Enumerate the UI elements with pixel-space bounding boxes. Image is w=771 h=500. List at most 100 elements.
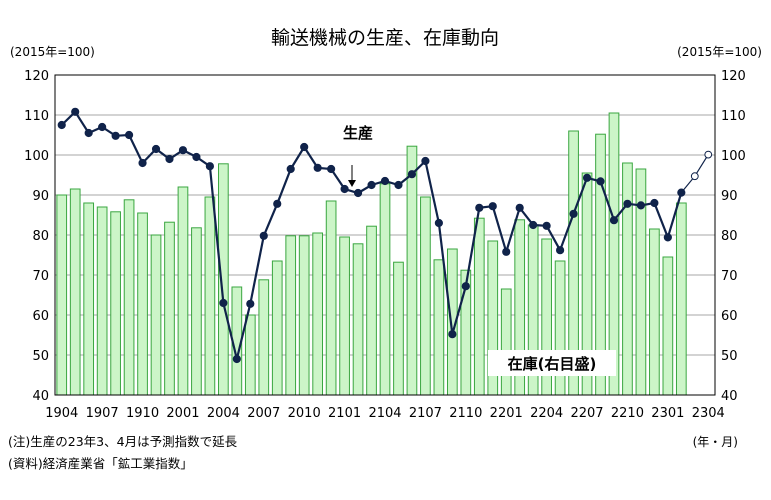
right-ytick-label: 110: [721, 109, 746, 124]
production-point: [246, 299, 255, 308]
xtick-label: 2004: [207, 406, 240, 421]
xtick-label: 1907: [86, 406, 119, 421]
inventory-bar: [56, 194, 68, 396]
left-y-axis-labels: 40 50 60 70 80 90 100 110 120: [24, 69, 49, 404]
right-ytick-label: 80: [721, 229, 738, 244]
production-label: 生産: [343, 124, 373, 187]
left-ytick-label: 70: [32, 269, 49, 284]
inventory-bar: [433, 259, 445, 396]
production-point: [556, 246, 565, 255]
right-ytick-label: 40: [721, 389, 738, 404]
production-point: [259, 231, 268, 240]
production-point: [353, 188, 363, 198]
plot-frame: [54, 74, 716, 396]
x-axis-labels: 1904 1907 1910 2001 2004 2007 2010 2101 2104 2107…: [45, 406, 725, 421]
left-ytick-label: 60: [32, 309, 49, 324]
inventory-bar: [258, 279, 270, 396]
xtick-label: 2101: [328, 406, 361, 421]
production-point: [461, 282, 470, 291]
right-ytick-label: 100: [721, 149, 746, 164]
production-point: [367, 180, 376, 190]
inventory-bar: [420, 196, 431, 396]
left-ytick-label: 90: [32, 189, 49, 204]
inventory-bar: [649, 228, 660, 396]
right-ytick-label: 90: [721, 189, 738, 204]
inventory-bar: [137, 212, 148, 396]
xtick-label: 1910: [126, 406, 159, 421]
production-point: [380, 176, 390, 186]
production-point: [273, 199, 282, 208]
production-point: [232, 354, 241, 364]
production-point: [300, 142, 309, 152]
left-ytick-label: 100: [24, 149, 49, 164]
xtick-label: 2204: [530, 406, 563, 421]
production-point: [596, 177, 605, 186]
xtick-label: 2301: [651, 406, 684, 421]
production-point: [650, 198, 659, 208]
inventory-bar: [177, 186, 189, 396]
production-series-label: 生産: [343, 124, 373, 142]
production-point: [165, 154, 174, 164]
inventory-bar: [325, 200, 337, 396]
production-point: [488, 202, 497, 211]
production-point: [448, 330, 457, 339]
right-axis-unit: (2015年=100): [677, 45, 762, 59]
production-point: [434, 218, 443, 228]
production-point: [542, 221, 551, 230]
xtick-label: 2207: [570, 406, 603, 421]
inventory-label: 在庫(右目盛): [488, 350, 616, 376]
production-point: [340, 184, 349, 194]
production-point: [609, 216, 619, 225]
chart-title: 輸送機械の生産、在庫動向: [271, 27, 499, 49]
xtick-label: 2104: [368, 406, 401, 421]
note-source: (資料)経済産業省「鉱工業指数」: [8, 456, 193, 471]
production-point: [286, 164, 295, 174]
production-point: [71, 107, 80, 116]
production-point: [151, 144, 161, 154]
right-ytick-label: 120: [721, 69, 746, 84]
production-point: [502, 247, 511, 256]
inventory-bar: [662, 256, 674, 396]
production-point: [98, 122, 107, 132]
production-point: [475, 203, 484, 212]
production-point: [178, 146, 188, 155]
inventory-bar: [622, 162, 633, 396]
inventory-bar: [164, 221, 175, 396]
inventory-bar: [150, 234, 162, 396]
inventory-bar: [406, 145, 418, 396]
xtick-label: 2110: [449, 406, 482, 421]
xtick-label: 2001: [166, 406, 199, 421]
right-y-axis-labels: 40 50 60 70 80 90 100 110 120: [721, 69, 746, 404]
production-point: [111, 131, 120, 140]
left-ytick-label: 80: [32, 229, 49, 244]
xtick-label: 1904: [45, 406, 78, 421]
production-point: [515, 203, 524, 212]
production-point: [84, 128, 93, 138]
left-ytick-label: 50: [32, 349, 49, 364]
left-axis-unit: (2015年=100): [10, 45, 95, 59]
production-forecast-point: [690, 172, 699, 181]
inventory-bars: [56, 112, 687, 396]
inventory-label-box: [488, 350, 616, 376]
production-point: [138, 158, 147, 168]
inventory-bar: [244, 314, 256, 396]
x-axis-unit: (年・月): [693, 435, 738, 449]
inventory-bar: [204, 196, 216, 396]
production-point: [327, 164, 336, 174]
inventory-bar: [83, 202, 95, 396]
production-point: [313, 163, 322, 172]
production-point: [663, 233, 672, 242]
production-point: [529, 220, 538, 230]
production-point: [219, 298, 228, 308]
inventory-bar: [312, 232, 324, 396]
xtick-label: 2107: [409, 406, 442, 421]
right-ytick-label: 50: [721, 349, 738, 364]
production-point: [394, 180, 403, 190]
inventory-bar: [271, 260, 283, 396]
production-point: [57, 120, 66, 130]
production-point: [205, 162, 214, 171]
inventory-bar: [123, 199, 135, 396]
inventory-bar: [339, 236, 350, 396]
xtick-label: 2201: [490, 406, 523, 421]
left-ytick-label: 110: [24, 109, 49, 124]
